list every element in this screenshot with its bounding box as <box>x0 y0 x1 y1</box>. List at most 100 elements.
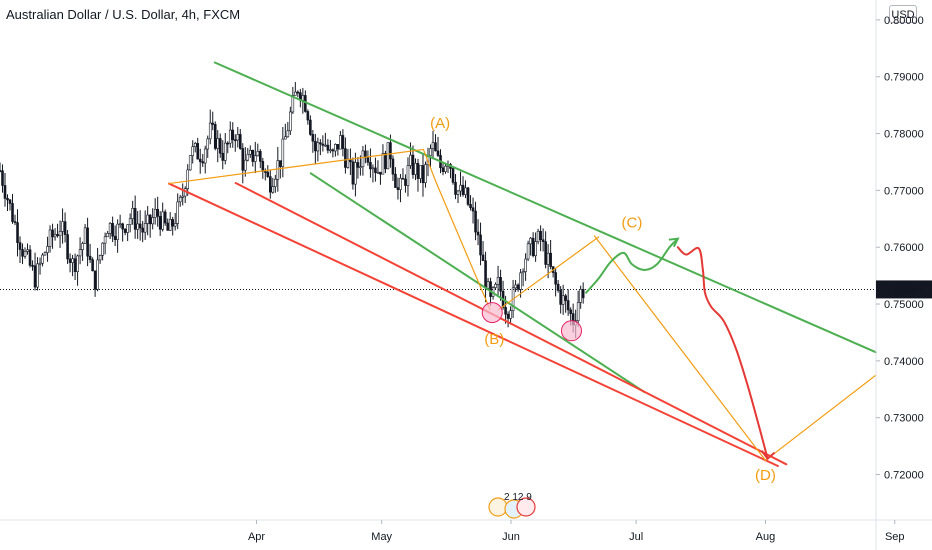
candle-body <box>521 271 525 274</box>
event-flag-icon[interactable] <box>516 497 536 517</box>
candle-body <box>146 214 149 224</box>
candle-body <box>158 216 162 230</box>
x-tick-label: Aug <box>756 531 776 543</box>
y-tick-label: 0.80000 <box>884 15 924 27</box>
candle-body <box>201 161 205 164</box>
candle-body <box>11 203 14 222</box>
candle-body <box>424 164 427 184</box>
candle-body <box>554 272 557 285</box>
candle-body <box>221 152 225 161</box>
candle-body <box>269 176 272 193</box>
candle-body <box>173 223 177 227</box>
candle-body <box>76 255 79 272</box>
candle-body <box>469 204 472 209</box>
candle-body <box>103 236 107 244</box>
candle-body <box>231 129 235 141</box>
y-tick-label: 0.78000 <box>884 129 924 141</box>
candle-body <box>471 207 475 212</box>
candle-body <box>461 184 465 195</box>
candle-body <box>216 138 220 149</box>
candle-body <box>331 149 335 152</box>
candle-body <box>286 130 290 138</box>
pivot-marker <box>481 302 503 324</box>
candle-body <box>354 162 357 185</box>
currency-button[interactable]: USD <box>889 5 917 23</box>
candle-body <box>101 242 104 256</box>
candle-body <box>429 148 432 156</box>
candle-body <box>36 263 39 288</box>
y-tick-label: 0.77000 <box>884 185 924 197</box>
candle-body <box>274 178 277 187</box>
candle-body <box>218 138 222 154</box>
candle-body <box>291 95 295 113</box>
candle-body <box>251 149 255 162</box>
candle-body <box>118 223 122 226</box>
y-tick-label: 0.73000 <box>884 413 924 425</box>
price-axis: 0.80000 0.79000 0.78000 0.77000 0.76000 0.750… <box>875 0 932 550</box>
candle-body <box>63 221 67 235</box>
candle-body <box>73 258 77 272</box>
candle-body <box>111 223 114 237</box>
candle-body <box>141 227 144 233</box>
candle-body <box>96 259 99 290</box>
candle-body <box>484 260 487 289</box>
candle-body <box>56 234 59 237</box>
candle-body <box>369 162 372 170</box>
candle-body <box>444 165 447 172</box>
candle-body <box>91 259 94 272</box>
candle-body <box>546 252 550 265</box>
candle-body <box>394 173 397 188</box>
candle-body <box>31 265 34 267</box>
candle-body <box>391 158 395 175</box>
candle-body <box>53 234 57 238</box>
candle-body <box>203 148 207 164</box>
candle-body <box>161 211 164 230</box>
candle-body <box>246 153 250 161</box>
candle-body <box>324 144 327 147</box>
candle-body <box>326 144 330 151</box>
projected-path-red <box>676 246 769 460</box>
candle-body <box>46 246 49 253</box>
candles <box>0 82 585 339</box>
last-price-label: 0.75257 <box>884 284 924 296</box>
candle-body <box>81 243 84 250</box>
wave-line <box>435 181 491 311</box>
candle-body <box>41 254 44 264</box>
candle-body <box>386 142 390 170</box>
candle-body <box>88 255 92 261</box>
candle-body <box>1 170 4 186</box>
candle-body <box>206 138 210 150</box>
candle-body <box>23 251 27 257</box>
candle-body <box>419 165 422 179</box>
candle-body <box>314 140 317 152</box>
candle-body <box>509 310 512 319</box>
candle-body <box>356 162 360 168</box>
wave-line <box>422 148 437 183</box>
candle-body <box>301 95 305 101</box>
candle-body <box>193 143 197 147</box>
candle-body <box>51 229 54 238</box>
candle-body <box>223 142 227 161</box>
candle-body <box>228 129 232 144</box>
candle-body <box>361 150 365 168</box>
candle-body <box>33 265 37 288</box>
arrow-head-red <box>760 450 776 461</box>
events-badge[interactable]: 2 12 9 <box>488 492 536 519</box>
candle-body <box>256 150 260 157</box>
y-tick-label: 0.79000 <box>884 72 924 84</box>
candle-body <box>319 142 322 145</box>
candle-body <box>43 252 47 256</box>
wave-label: (C) <box>622 214 643 231</box>
wave-line <box>764 374 877 461</box>
candle-body <box>168 219 172 231</box>
y-tick-label: 0.72000 <box>884 470 924 482</box>
candle-body <box>496 277 500 285</box>
candle-body <box>106 233 109 238</box>
candle-body <box>536 230 540 242</box>
candle-body <box>559 290 562 305</box>
candle-body <box>526 243 530 260</box>
candle-body <box>66 234 69 260</box>
candle-body <box>148 214 152 225</box>
candle-body <box>21 249 24 257</box>
